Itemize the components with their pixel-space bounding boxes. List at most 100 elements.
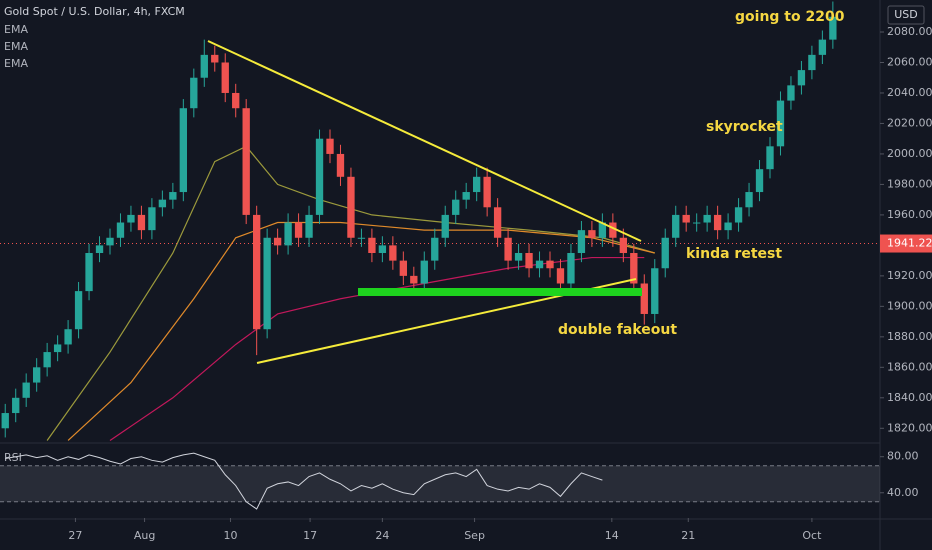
x-tick-label: 21 <box>681 529 695 542</box>
x-tick-label: Sep <box>464 529 485 542</box>
candle-body <box>137 214 146 231</box>
candle-body <box>95 245 104 254</box>
y-tick-label: 1900.00 <box>887 299 932 312</box>
drawings <box>207 40 642 364</box>
y-tick-label: 2000.00 <box>887 147 932 160</box>
y-tick-label: 2040.00 <box>887 86 932 99</box>
candle-body <box>787 85 795 101</box>
candle-body <box>116 222 125 238</box>
candle-body <box>797 70 806 86</box>
candle-body <box>169 192 177 200</box>
candle-body <box>776 100 785 147</box>
candle-body <box>85 253 93 292</box>
candle-body <box>598 222 607 238</box>
candle-body <box>577 230 586 254</box>
rsi-band <box>0 465 880 502</box>
candle-body <box>347 176 355 238</box>
y-tick-label: 1880.00 <box>887 330 932 343</box>
annotation: double fakeout <box>558 322 677 338</box>
candle-body <box>221 62 229 93</box>
ema-line <box>109 256 645 441</box>
candle-body <box>546 260 554 269</box>
candle-body <box>493 207 502 238</box>
ema-line <box>46 145 655 441</box>
currency-label: USD <box>894 8 918 21</box>
candle-body <box>357 237 366 239</box>
currency-box[interactable] <box>887 5 925 25</box>
candle-body <box>389 245 397 261</box>
annotation: kinda retest <box>686 246 782 262</box>
candle-body <box>462 192 470 200</box>
candle-body <box>315 138 324 215</box>
candle-body <box>808 54 816 71</box>
candle-body <box>609 222 617 238</box>
y-tick-label: 1820.00 <box>887 421 932 434</box>
rsi-tick-label: 40.00 <box>887 486 919 499</box>
candle-body <box>263 237 271 330</box>
x-tick-label: Oct <box>802 529 822 542</box>
x-tick-label: 24 <box>375 529 389 542</box>
x-tick-label: 10 <box>223 529 237 542</box>
indicator-label: EMA <box>4 57 28 70</box>
candle-body <box>766 146 774 170</box>
candle-body <box>483 176 491 208</box>
candle-body <box>818 39 827 55</box>
y-tick-label: 2080.00 <box>887 25 932 38</box>
candle-body <box>525 253 533 269</box>
candle-body <box>106 237 114 246</box>
y-tick-label: 2060.00 <box>887 55 932 68</box>
x-tick-label: 17 <box>303 529 317 542</box>
candle-body <box>588 230 596 238</box>
candle-body <box>284 222 292 246</box>
candle-body <box>420 260 428 284</box>
y-tick-label: 1980.00 <box>887 177 932 190</box>
candle-body <box>1 413 9 429</box>
candle-body <box>661 237 669 269</box>
y-tick-label: 1840.00 <box>887 391 932 404</box>
y-tick-label: 2020.00 <box>887 116 932 129</box>
candle-body <box>74 291 83 330</box>
annotation: going to 2200 <box>735 9 845 25</box>
candle-body <box>326 138 334 154</box>
trendline-upper <box>207 40 642 242</box>
candle-body <box>619 237 627 254</box>
rsi-tick-label: 80.00 <box>887 450 919 463</box>
rsi-line <box>5 452 603 510</box>
candle-body <box>703 214 711 223</box>
candle-body <box>640 283 648 314</box>
candle-body <box>431 237 439 261</box>
price-tag <box>880 234 932 253</box>
candle-body <box>43 352 51 368</box>
candle-body <box>12 397 20 414</box>
candle-body <box>190 77 198 109</box>
candle-body <box>672 214 680 238</box>
candle-body <box>682 214 690 223</box>
candle-body <box>158 199 167 208</box>
y-tick-label: 1960.00 <box>887 208 932 221</box>
annotation: skyrocket <box>706 119 783 135</box>
y-tick-label: 1920.00 <box>887 269 932 282</box>
x-tick-label: Aug <box>134 529 155 542</box>
price-tag-label: 1941.22 <box>887 237 932 250</box>
candle-body <box>179 108 187 193</box>
candle-body <box>33 367 41 383</box>
candle-body <box>693 222 701 224</box>
candle-body <box>64 329 72 345</box>
candle-body <box>148 207 156 231</box>
candle-body <box>567 253 575 284</box>
candle-body <box>410 275 418 284</box>
candle-body <box>211 54 219 63</box>
candle-body <box>253 214 261 330</box>
candle-body <box>651 268 659 314</box>
candle-body <box>127 214 135 223</box>
candle-body <box>452 199 460 215</box>
indicator-label: EMA <box>4 40 28 53</box>
candle-body <box>22 382 30 398</box>
chart-title: Gold Spot / U.S. Dollar, 4h, FXCM <box>4 5 185 18</box>
candle-body <box>305 214 313 238</box>
x-tick-label: 14 <box>605 529 619 542</box>
candle-body <box>473 176 481 193</box>
candle-body <box>368 237 376 254</box>
